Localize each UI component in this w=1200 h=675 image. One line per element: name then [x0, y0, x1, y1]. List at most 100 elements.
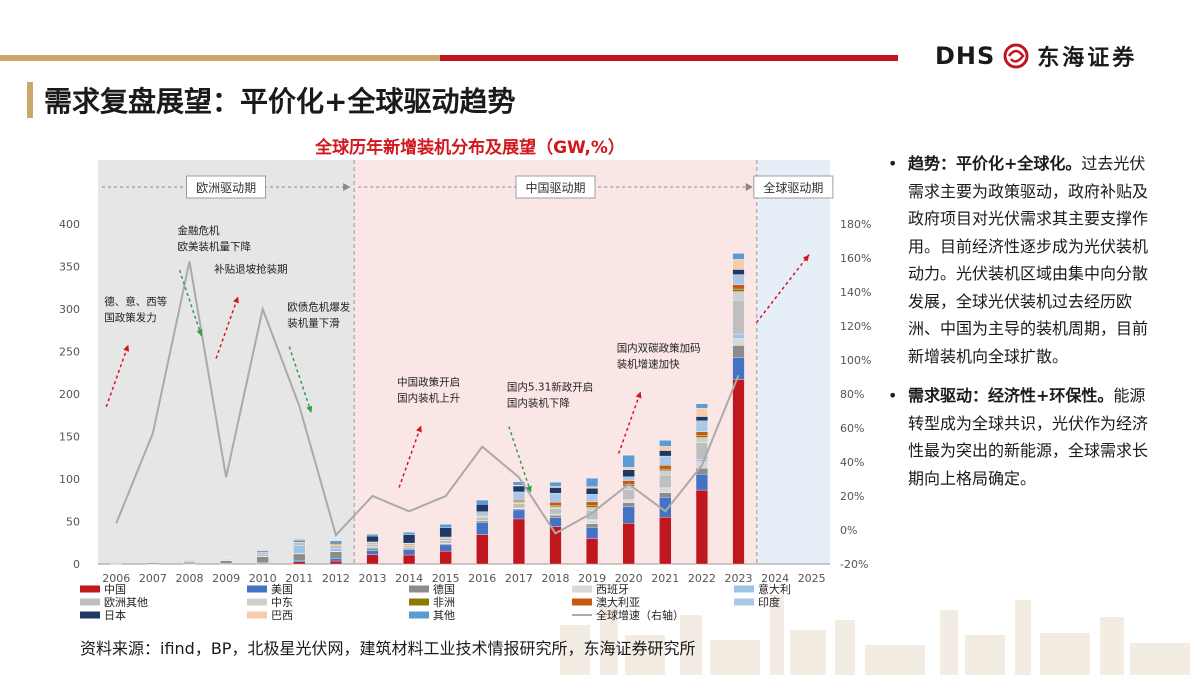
bar-segment — [293, 560, 306, 563]
bar-segment — [549, 506, 562, 509]
y2-axis-tick-label: 160% — [840, 252, 871, 265]
period-label: 中国驱动期 — [525, 180, 585, 195]
bar-segment — [622, 476, 635, 481]
bar-segment — [695, 437, 708, 443]
bullet-item: • 需求驱动：经济性+环保性。能源转型成为全球共识，光伏作为经济性最为突出的新能… — [888, 382, 1158, 492]
y2-axis-tick-label: 180% — [840, 218, 871, 231]
bar-segment — [549, 482, 562, 487]
bar-segment — [146, 562, 159, 565]
y-axis-tick-label: 400 — [59, 218, 80, 231]
bar-segment — [512, 503, 525, 509]
annotation-text: 国政策发力 — [104, 311, 157, 324]
legend-label: 非洲 — [433, 596, 455, 609]
bar-segment — [329, 548, 342, 552]
y-axis-tick-label: 0 — [73, 558, 80, 571]
legend-swatch — [80, 611, 100, 619]
bar-segment — [586, 527, 599, 539]
bar-segment — [293, 553, 306, 561]
bar-segment — [439, 540, 452, 544]
bar-segment — [403, 547, 416, 550]
legend-label: 日本 — [104, 608, 126, 622]
legend-label: 欧洲其他 — [104, 596, 148, 609]
bar-segment — [732, 291, 745, 301]
bar-segment — [732, 269, 745, 275]
bar-segment — [732, 345, 745, 358]
bar-segment — [329, 557, 342, 562]
bar-segment — [659, 470, 672, 476]
bar-segment — [403, 549, 416, 556]
bar-segment — [293, 539, 306, 541]
legend-label: 澳大利亚 — [596, 595, 640, 609]
bar-segment — [695, 420, 708, 432]
annotation-arrow-head-icon — [416, 425, 422, 433]
legend-swatch — [80, 598, 100, 606]
city-skyline-background — [560, 595, 1190, 675]
legend-label: 中东 — [271, 596, 293, 609]
bar-segment — [659, 464, 672, 470]
annotation-arrow-head-icon — [635, 391, 642, 399]
bar-segment — [220, 560, 233, 564]
annotation-text: 国内双碳政策加码 — [617, 342, 701, 355]
bar-segment — [549, 486, 562, 488]
y2-axis-tick-label: 140% — [840, 286, 871, 299]
x-axis-tick-label: 2015 — [432, 572, 460, 585]
bar-segment — [439, 544, 452, 552]
x-axis-tick-label: 2022 — [688, 572, 716, 585]
period-label: 欧洲驱动期 — [196, 181, 256, 195]
bar-segment — [622, 469, 635, 477]
legend-swatch — [409, 598, 429, 606]
bar-segment — [659, 474, 672, 488]
bar-segment — [659, 488, 672, 493]
bar-segment — [403, 532, 416, 535]
annotation-arrow-head-icon — [526, 485, 532, 493]
bar-segment — [256, 550, 269, 552]
bar-segment — [659, 468, 672, 471]
stacked-bar-chart: 欧洲驱动期 中国驱动期 全球驱动期 0 50 100 150 200 250 300 350 400 -… — [59, 160, 871, 622]
bar-segment — [695, 474, 708, 491]
annotation-text: 装机增速加快 — [617, 358, 680, 371]
bar-segment — [366, 535, 379, 543]
bar-segment — [622, 455, 635, 468]
bar-segment — [549, 517, 562, 527]
bar-segment — [659, 492, 672, 498]
bar-segment — [732, 259, 745, 270]
bar-segment — [476, 504, 489, 512]
bar-segment — [403, 554, 416, 565]
legend-label: 其他 — [433, 609, 455, 622]
legend-swatch — [572, 598, 592, 606]
bar-segment — [366, 546, 379, 548]
bar-segment — [732, 338, 745, 346]
logo-swirl-icon — [1003, 43, 1029, 69]
y2-axis-tick-label: -20% — [840, 558, 868, 571]
bullet-item: • 趋势：平价化+全球化。过去光伏需求主要为政策驱动，政府补贴及政府项目对光伏需… — [888, 150, 1158, 370]
bar-segment — [732, 253, 745, 260]
bar-segment — [439, 527, 452, 538]
legend-label: 印度 — [758, 595, 780, 609]
legend-swatch — [409, 611, 429, 619]
bar-segment — [622, 506, 635, 524]
page-title: 需求复盘展望：平价化+全球驱动趋势 — [44, 85, 516, 118]
bar-segment — [659, 450, 672, 457]
bar-segment — [439, 550, 452, 565]
bar-segment — [586, 519, 599, 525]
legend-swatch — [247, 611, 267, 619]
annotation-text: 补贴退坡抢装期 — [214, 262, 288, 275]
annotation-text: 欧美装机量下降 — [178, 240, 252, 253]
bar-segment — [512, 502, 525, 504]
bar-segment — [293, 545, 306, 554]
bullet-lead: 需求驱动：经济性+环保性。 — [908, 386, 1114, 405]
legend-swatch — [247, 598, 267, 606]
annotation-arrow-line — [617, 391, 642, 454]
bar-segment — [476, 534, 489, 565]
bar-segment — [586, 477, 599, 487]
title-accent-bar — [27, 82, 33, 118]
logo-text: DHS — [935, 42, 996, 70]
bar-segment — [659, 455, 672, 466]
bar-segment — [439, 524, 452, 528]
bar-segment — [366, 554, 379, 565]
bullet-text: 过去光伏需求主要为政策驱动，政府补贴及政府项目对光伏需求其主要支撑作用。目前经济… — [908, 154, 1149, 366]
bar-segment — [732, 299, 745, 335]
bar-segment — [183, 559, 196, 563]
legend-swatch — [80, 585, 100, 593]
x-axis-tick-label: 2008 — [176, 572, 204, 585]
